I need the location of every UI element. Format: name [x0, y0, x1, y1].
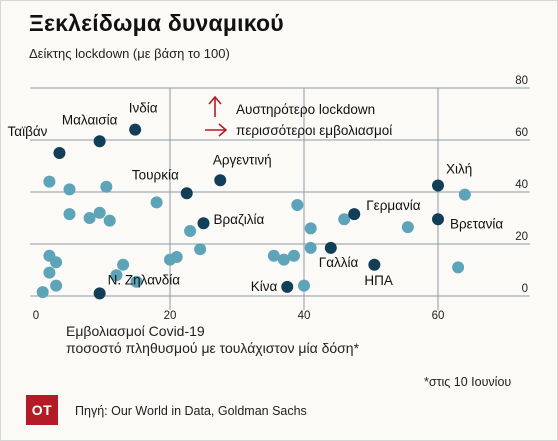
highlighted-point: [432, 213, 444, 226]
highlighted-point: [368, 258, 381, 271]
data-point: [110, 269, 123, 282]
ot-logo: ΟΤ: [26, 395, 58, 425]
x-axis-label: Εμβολιασμοί Covid-19 ποσοστό πληθυσμού μ…: [66, 323, 359, 357]
x-axis-label-line1: Εμβολιασμοί Covid-19: [66, 323, 205, 339]
highlighted-point: [180, 187, 193, 200]
x-tick-label: 0: [33, 310, 39, 322]
data-point: [287, 249, 300, 262]
data-point: [458, 188, 471, 201]
data-point: [194, 243, 207, 256]
highlighted-point: [197, 217, 210, 230]
source-text: Πηγή: Our World in Data, Goldman Sachs: [75, 404, 307, 418]
point-label: Ταϊβάν: [8, 124, 48, 139]
point-label: Βραζιλία: [214, 212, 265, 227]
data-point: [36, 286, 49, 299]
highlighted-point: [214, 174, 227, 187]
highlighted-point: [432, 179, 444, 192]
footnote: *στις 10 Ιουνίου: [424, 375, 512, 389]
point-label: Ινδία: [129, 101, 158, 116]
data-point: [304, 241, 317, 254]
data-point: [43, 266, 56, 279]
grid-lines: [30, 87, 530, 310]
y-tick-label: 40: [515, 179, 528, 191]
point-label: Βρετανία: [450, 216, 503, 231]
chart-subtitle: Δείκτης lockdown (με βάση το 100): [29, 46, 230, 61]
legend-up-label: Αυστηρότερο lockdown: [236, 102, 375, 117]
axis-ticks: 0 20 40 60 80 0 20 40 60: [33, 75, 528, 322]
data-point: [184, 225, 197, 237]
right-arrow-icon: [205, 123, 228, 137]
data-point: [267, 249, 280, 262]
point-label: Αργεντινή: [213, 152, 272, 167]
data-point: [83, 212, 96, 224]
legend-right-label: περισσότεροι εμβολιασμοί: [236, 123, 392, 138]
up-arrow-icon: [208, 95, 222, 117]
y-tick-label: 0: [522, 283, 528, 295]
data-point: [298, 279, 310, 292]
highlighted-point: [324, 241, 337, 254]
data-point: [130, 275, 143, 288]
chart-title: Ξεκλείδωμα δυναμικού: [29, 10, 284, 36]
highlighted-point: [53, 147, 66, 159]
highlighted-point: [93, 287, 106, 300]
point-label: Χιλή: [446, 162, 472, 177]
point-label: Κίνα: [251, 279, 278, 294]
data-point: [277, 253, 290, 266]
x-tick-label: 60: [432, 310, 445, 322]
highlighted-point: [348, 208, 361, 221]
data-point: [304, 222, 317, 235]
point-label: Γερμανία: [366, 198, 420, 213]
other-points: [36, 175, 471, 299]
legend: Αυστηρότερο lockdown περισσότεροι εμβολι…: [205, 95, 392, 138]
highlighted-point: [129, 123, 142, 136]
y-tick-label: 20: [515, 231, 528, 243]
data-point: [170, 251, 183, 263]
point-label: Ν. Ζηλανδία: [108, 272, 181, 287]
data-point: [452, 261, 465, 274]
data-point: [291, 199, 304, 211]
point-label: ΗΠΑ: [364, 273, 393, 288]
data-point: [43, 175, 56, 188]
data-point: [338, 213, 351, 226]
y-tick-label: 60: [515, 127, 528, 139]
data-point: [93, 206, 106, 219]
highlighted-points: [53, 123, 444, 300]
data-point: [63, 208, 76, 221]
y-tick-label: 80: [515, 75, 528, 87]
data-point: [401, 221, 414, 234]
data-point: [150, 196, 163, 209]
x-tick-label: 20: [164, 310, 177, 322]
x-axis-label-line2: ποσοστό πληθυσμού με τουλάχιστον μία δόσ…: [66, 340, 360, 356]
data-point: [63, 183, 76, 196]
point-label: Μαλαισία: [62, 112, 118, 127]
data-point: [50, 256, 63, 269]
x-tick-label: 40: [298, 310, 311, 322]
data-point: [103, 214, 116, 227]
highlighted-point: [93, 135, 106, 148]
data-point: [50, 279, 63, 292]
data-point: [117, 258, 130, 271]
point-labels: Ταϊβάν Μαλαισία Ινδία Τουρκία Αργεντινή Βραζι…: [8, 101, 504, 294]
point-label: Γαλλία: [319, 255, 359, 270]
point-label: Τουρκία: [132, 167, 179, 182]
data-point: [100, 180, 113, 193]
highlighted-point: [281, 280, 294, 293]
